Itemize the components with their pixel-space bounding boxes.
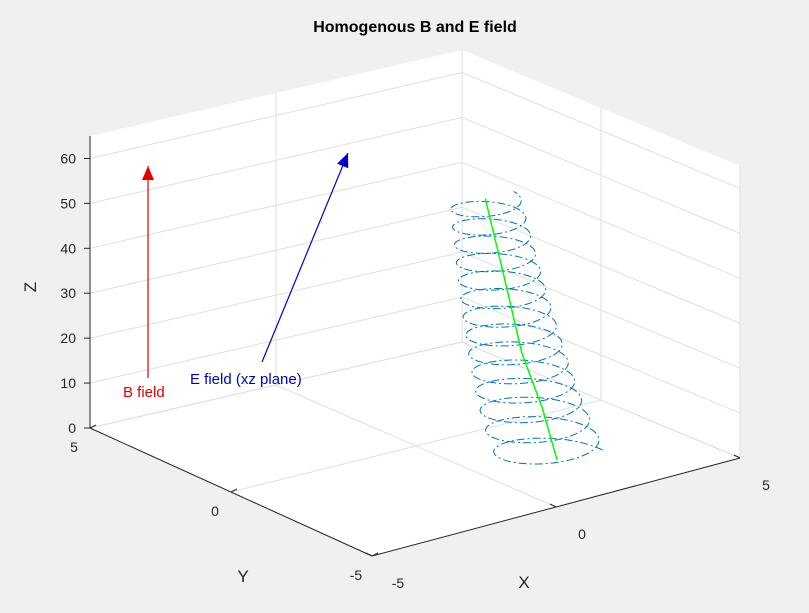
grid-line xyxy=(89,71,463,159)
x-tick xyxy=(365,552,373,557)
z-tick-label: 60 xyxy=(60,150,76,166)
grid-line xyxy=(461,341,741,459)
x-tick-label: 5 xyxy=(762,477,770,493)
y-tick xyxy=(89,424,97,429)
y-axis-label: Y xyxy=(237,567,248,586)
tick-labels: 0 10 20 30 40 50 60 -5 0 5 -5 0 5 xyxy=(60,136,770,591)
x-axis-label: X xyxy=(518,573,529,592)
grid-line xyxy=(461,72,741,189)
axes-box xyxy=(90,50,740,556)
e-field-label: E field (xz plane) xyxy=(190,371,302,388)
y-tick-label: -5 xyxy=(350,567,363,583)
grid-line xyxy=(89,116,463,204)
e-field-arrow-head xyxy=(337,153,349,169)
grid-line xyxy=(461,161,741,279)
y-tick-label: 5 xyxy=(70,439,78,455)
grid-line xyxy=(461,296,741,414)
chart-title: Homogenous B and E field xyxy=(313,19,517,36)
z-tick-label: 10 xyxy=(60,375,76,391)
e-field-arrow xyxy=(261,152,349,363)
grid-line xyxy=(89,251,463,339)
y-tick xyxy=(230,488,238,493)
grid-line xyxy=(89,206,463,294)
annotation-arrows xyxy=(142,152,349,378)
series-group xyxy=(450,191,604,465)
grid-line xyxy=(230,399,602,493)
guiding-center-line xyxy=(484,198,558,461)
z-tick-label: 50 xyxy=(60,195,76,211)
x-tick-label: -5 xyxy=(392,575,405,591)
z-tick-label: 0 xyxy=(68,420,76,436)
b-field-label: B field xyxy=(123,384,165,401)
x-tick xyxy=(733,454,741,459)
y-tick xyxy=(371,552,379,557)
floor-pane xyxy=(90,342,740,556)
y-tick-label: 0 xyxy=(211,503,219,519)
b-field-arrow-head xyxy=(142,166,154,180)
grid-line xyxy=(89,161,463,249)
grid-line xyxy=(461,206,741,324)
z-tick-label: 40 xyxy=(60,240,76,256)
z-axis-label: Z xyxy=(21,282,40,292)
x-tick xyxy=(549,503,557,508)
grid-line xyxy=(89,341,463,429)
z-tick-label: 20 xyxy=(60,330,76,346)
grid-line xyxy=(461,116,741,234)
x-tick-label: 0 xyxy=(578,526,586,542)
grid-line xyxy=(89,296,463,384)
z-tick-label: 30 xyxy=(60,285,76,301)
